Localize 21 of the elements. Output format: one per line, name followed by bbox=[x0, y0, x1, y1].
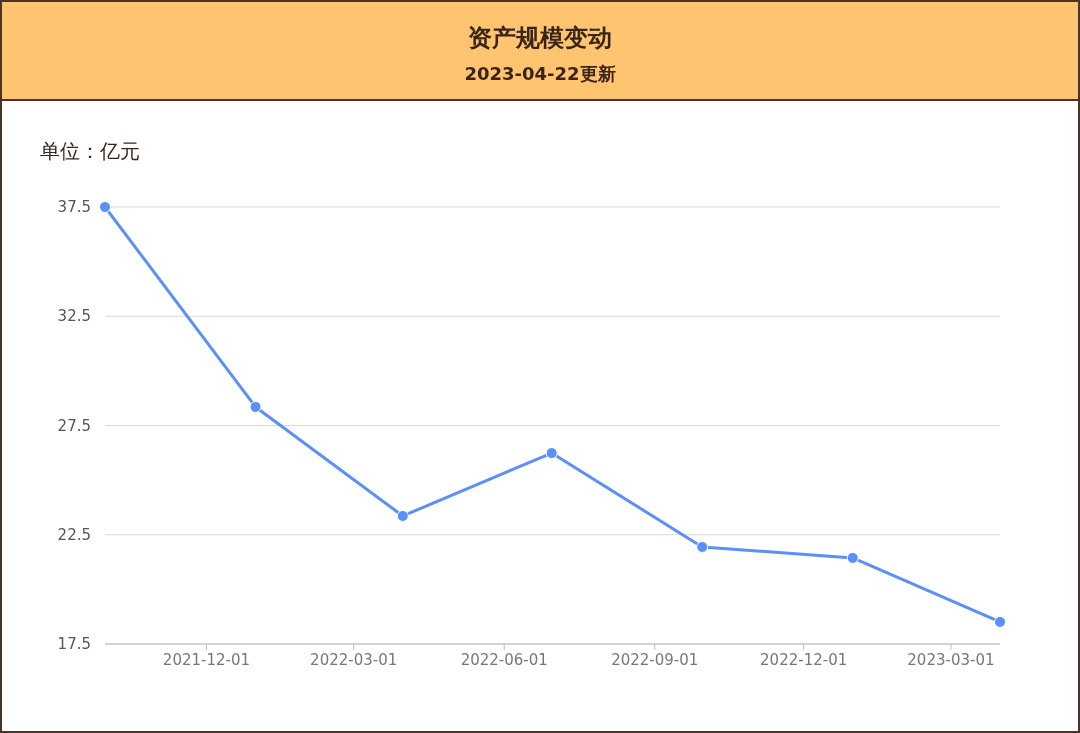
point bbox=[99, 201, 111, 213]
point bbox=[545, 447, 558, 460]
point bbox=[994, 615, 1006, 628]
y-tick-label: 27.5 bbox=[57, 416, 91, 435]
y-tick-label: 37.5 bbox=[57, 198, 91, 216]
x-tick-label: 2021-12-01 bbox=[162, 651, 251, 669]
x-tick-label: 2023-03-01 bbox=[907, 651, 995, 669]
y-tick-label: 22.5 bbox=[57, 525, 91, 544]
y-tick-label: 17.5 bbox=[57, 635, 91, 653]
x-tick-label: 2022-06-01 bbox=[460, 651, 548, 669]
x-tick-label: 2022-12-01 bbox=[760, 651, 848, 669]
point bbox=[249, 400, 262, 413]
point bbox=[696, 540, 709, 553]
x-tick-label: 2022-03-01 bbox=[310, 651, 398, 669]
ylabel: 单位：亿元 bbox=[40, 139, 140, 163]
x-tick-label: 2022-09-01 bbox=[611, 651, 699, 669]
y-tick-label: 32.5 bbox=[57, 307, 91, 326]
title: 资产规模变动 bbox=[468, 24, 612, 52]
point bbox=[846, 551, 859, 564]
point bbox=[396, 509, 409, 522]
subtitle: 2023-04-22更新 bbox=[464, 63, 616, 84]
